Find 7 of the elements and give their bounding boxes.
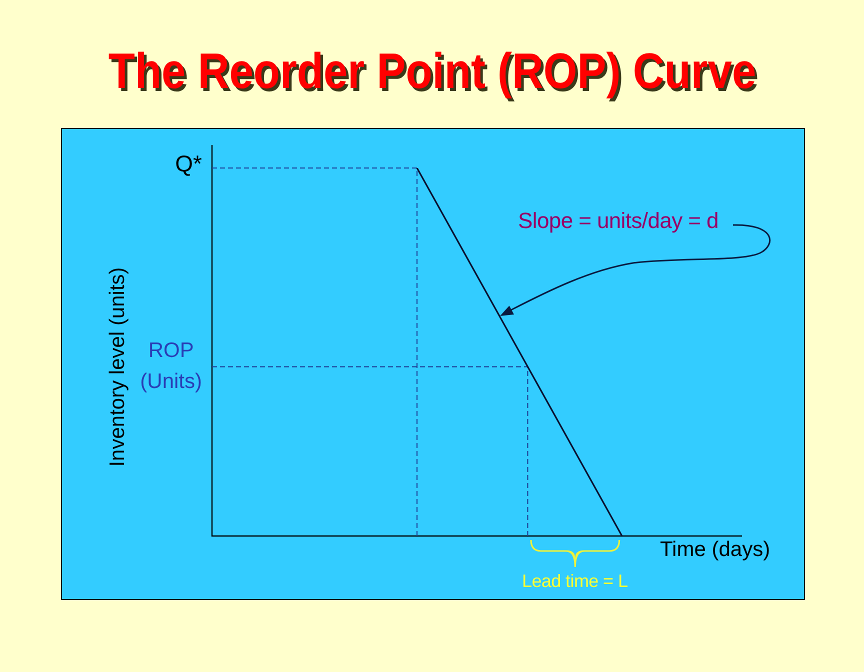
text: Lead time = L	[522, 570, 628, 591]
x-axis-title: Time (days)	[660, 538, 770, 561]
ref-line-label: ROP (Units)	[140, 339, 202, 394]
y-axis-title: Inventory level (units)	[106, 267, 129, 467]
ref-line-label: Q*	[175, 150, 202, 176]
chart-title: The Reorder Point (ROP) Curve	[108, 42, 756, 100]
annotation: Slope = units/day = d	[518, 208, 718, 234]
